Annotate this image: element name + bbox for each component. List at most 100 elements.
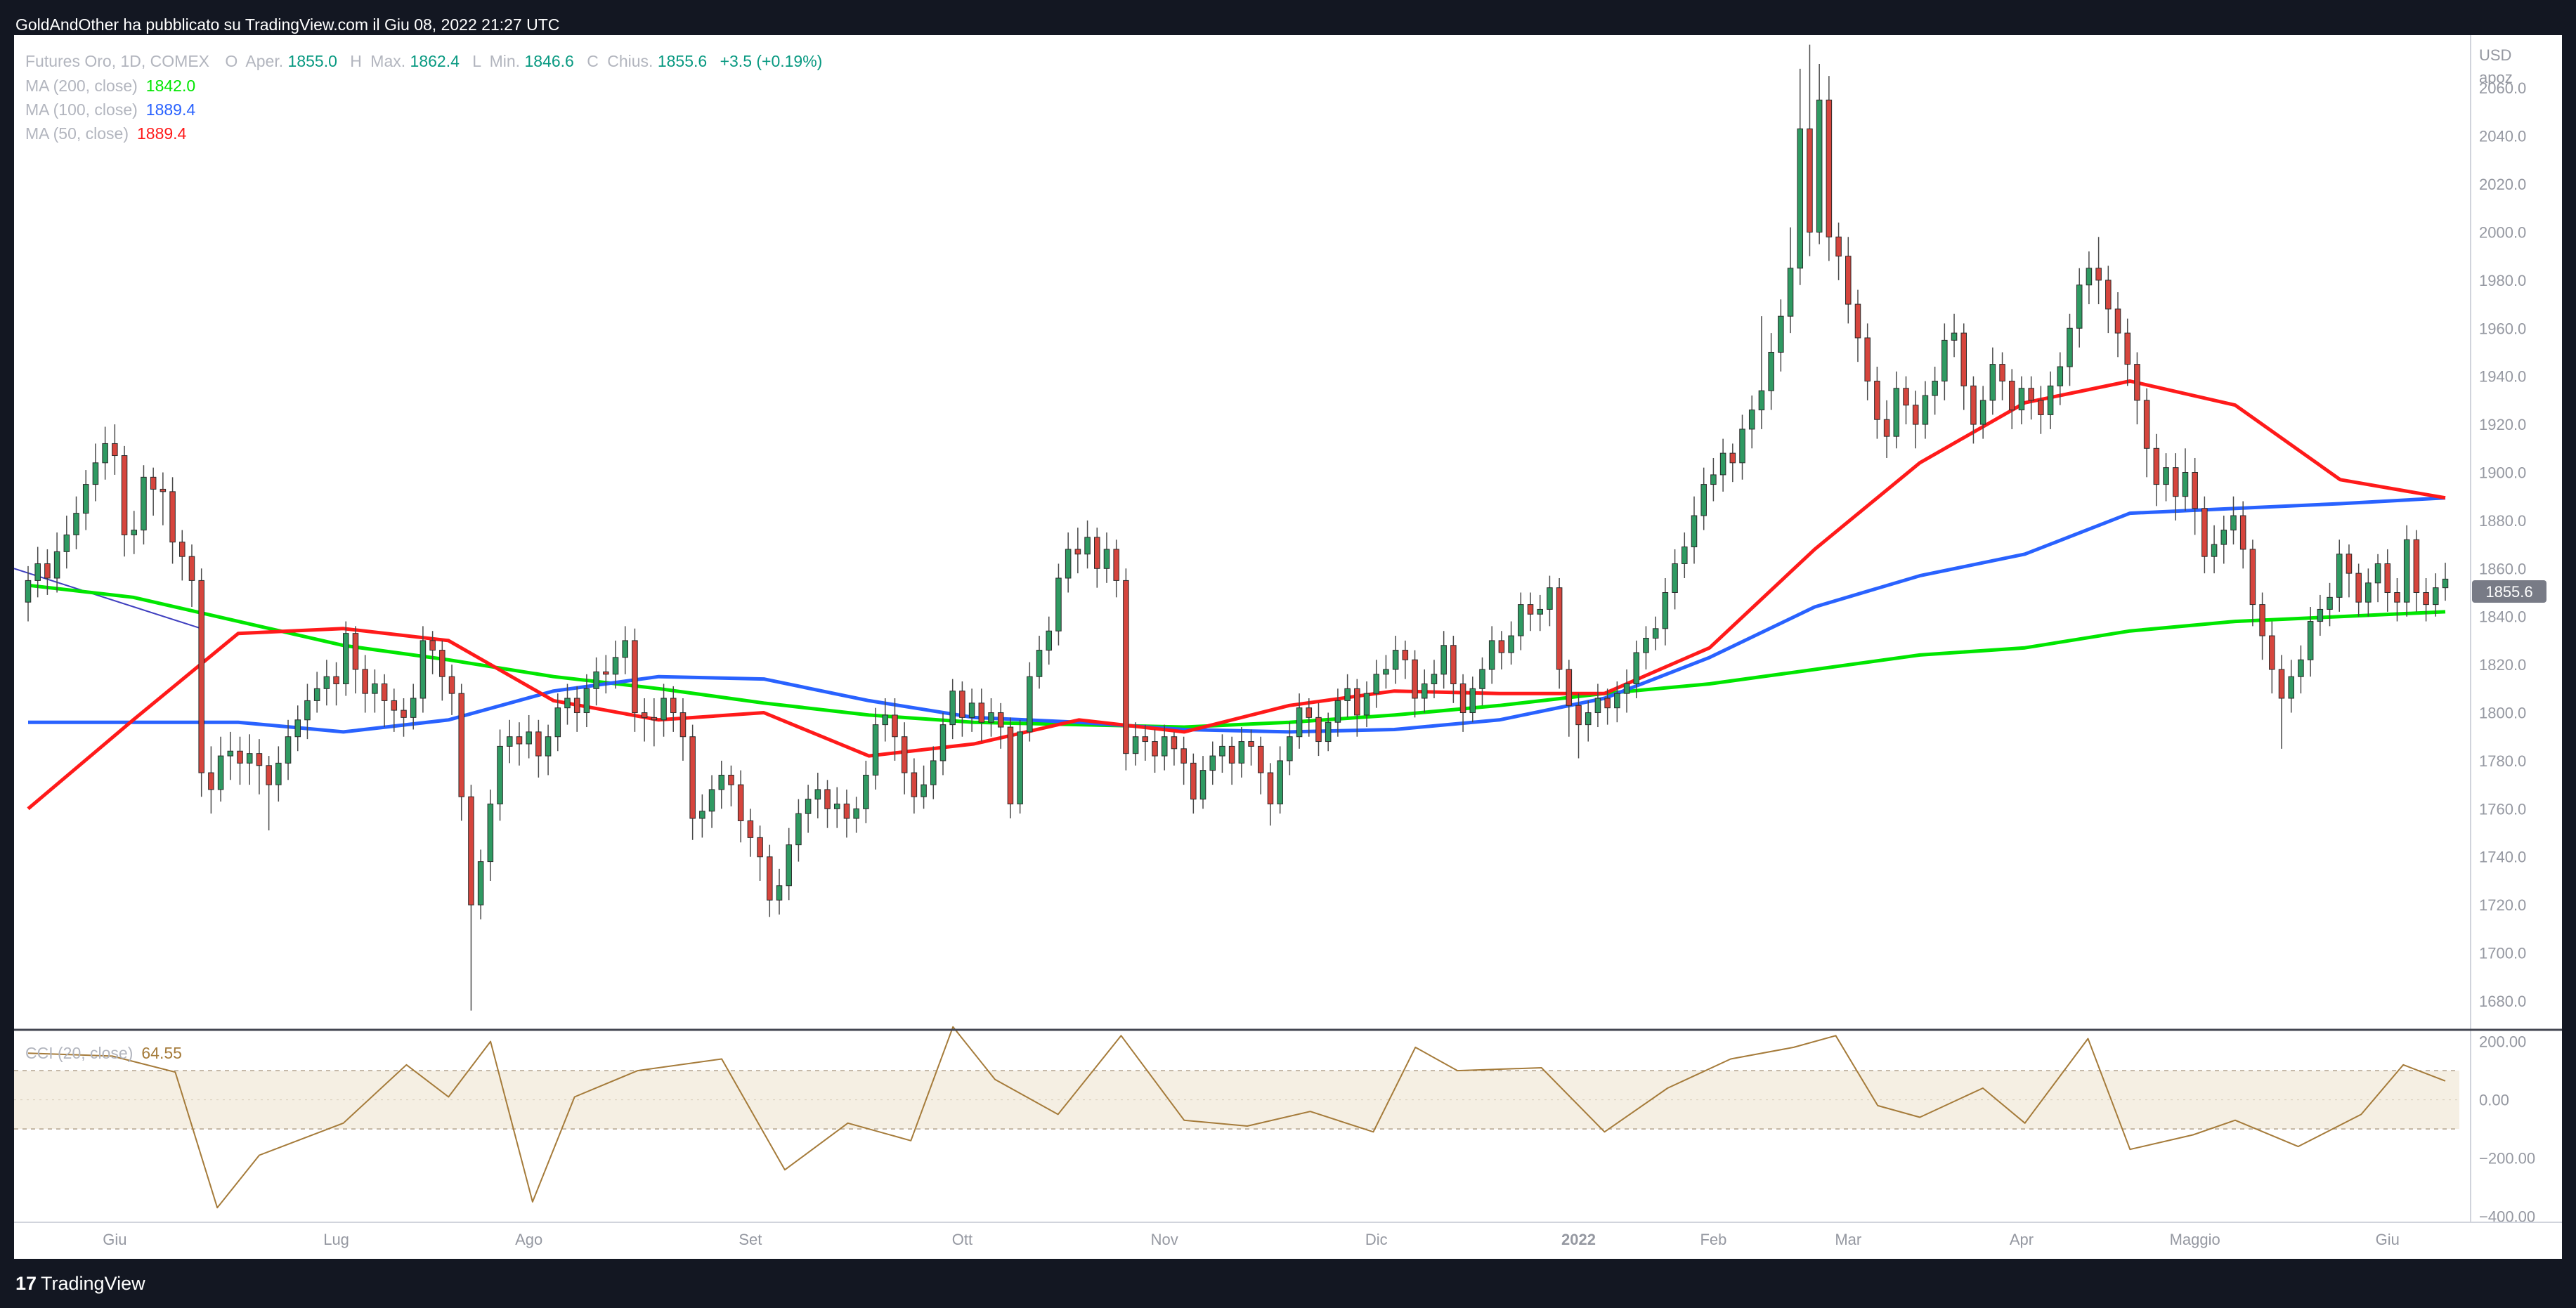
candle-body [1094,537,1100,569]
candle-body [2278,669,2285,699]
candle [1594,684,1601,728]
candle-body [1287,736,1293,761]
candle [73,496,79,549]
moving-averages-layer [13,379,2446,1209]
candle-body [1459,683,1466,714]
candle [1932,367,1938,415]
candle-body [2288,676,2294,699]
candle [2394,577,2400,622]
candle-body [1440,645,1447,675]
candle [1941,323,1948,400]
candle-body [2346,554,2353,574]
candle [564,684,571,725]
candle [2327,582,2333,627]
candle-body [603,671,609,675]
candle-body [372,683,378,694]
cci-axis-tick: 200.00 [2479,1033,2526,1051]
candle-body [939,724,947,761]
candle-body [545,736,552,757]
candle [266,756,272,831]
candle-body [2374,563,2381,584]
candle [1007,717,1014,819]
candle-body [978,702,985,723]
candle [1758,316,1765,429]
candle-body [1315,717,1322,743]
candle [160,472,167,525]
candle [1488,626,1495,684]
candle-body [82,484,89,514]
legend-high-word: Max. [370,52,405,70]
candle-body [2269,635,2275,670]
candle [304,684,311,740]
candle-body [343,633,349,684]
candle-body [824,789,831,809]
time-axis-label: Maggio [2170,1231,2220,1248]
candle [44,549,51,595]
chart-area[interactable]: 2060.0 2040.0 2020.0 2000.0 1980.0 1960.0 1940… [13,35,2562,1259]
candle [1209,741,1216,785]
candle-body [2172,467,2179,497]
candle [2442,563,2449,601]
candle [448,665,455,715]
candle [1325,712,1332,752]
candle [1094,528,1100,588]
candle [1065,532,1072,593]
candle [824,780,831,828]
candle [843,789,850,838]
candle [959,681,965,737]
tradingview-brand[interactable]: 17 TradingView [15,1273,145,1295]
candle [1084,520,1091,569]
price-axis-scale-mode[interactable]: apoz [2479,69,2513,86]
candle-body [401,709,407,718]
candle [776,868,783,915]
price-axis-tick: 1720.0 [2479,896,2526,914]
candle [1768,333,1774,410]
candle [1537,594,1543,632]
candle [131,511,138,554]
candle [1508,621,1514,665]
ma-line-50 [27,379,2446,811]
candle-body [2423,592,2429,606]
candle-body [1710,474,1717,485]
candle [2220,516,2227,564]
candle [2346,544,2353,598]
candle [1604,688,1611,725]
candle-body [294,719,301,738]
candle-body [73,513,79,535]
candle-body [1768,351,1774,391]
candle [1469,676,1476,723]
ma-line-200 [27,583,2446,729]
candle-body [160,488,167,492]
candle-body [497,745,503,804]
candle-body [1970,385,1977,425]
candle-body [1547,587,1553,610]
candle-body [2114,308,2121,334]
trendline[interactable] [13,568,202,629]
candle-body [2057,366,2064,386]
candle [1383,655,1389,689]
candle [188,544,195,608]
candle-body [2442,578,2449,589]
candle [1854,289,1861,362]
legend-ma200-value: 1842.0 [146,77,195,95]
candle [410,684,417,730]
price-axis-tick: 1920.0 [2479,416,2526,433]
candle-body [1835,236,1842,257]
candle [1547,575,1553,627]
candle-body [1989,364,1996,401]
candle [747,809,754,857]
candle [1922,381,1929,439]
candle [1257,736,1264,794]
candle-body [2230,515,2237,531]
candle [1874,367,1880,439]
candle [92,443,99,502]
candle-body [1123,580,1129,754]
candle-body [1344,688,1351,701]
candle-body [2317,608,2324,622]
candle-body [188,556,195,581]
candle [1835,222,1842,280]
candle-body [227,750,234,757]
candle-body [1960,332,1967,386]
price-chart[interactable]: 2060.0 2040.0 2020.0 2000.0 1980.0 1960.0 1940… [13,35,2562,1259]
candle [506,719,513,764]
